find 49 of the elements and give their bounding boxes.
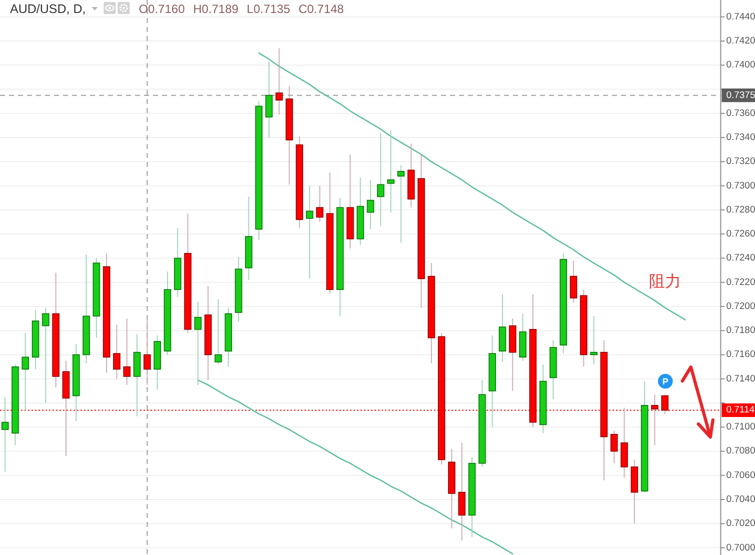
y-tick-label: 0.7400: [726, 60, 755, 71]
y-tick-label: 0.7160: [726, 349, 755, 360]
y-tick-label: 0.7300: [726, 180, 755, 192]
y-tick-label: 0.7340: [726, 132, 755, 144]
candlestick: [377, 132, 384, 226]
candlestick: [214, 298, 222, 365]
y-tick-label: 0.7320: [726, 156, 755, 168]
candlestick: [397, 164, 405, 244]
candlestick: [590, 316, 598, 365]
candlestick: [458, 442, 466, 542]
candlestick: [610, 430, 618, 464]
chart-subtitle: O0.7160 H0.7189 L0.7135 C0.7148: [138, 2, 344, 16]
candlestick: [265, 61, 273, 138]
y-tick-label: 0.7200: [726, 300, 755, 312]
candlestick: [42, 307, 50, 404]
y-tick-label: 0.7260: [726, 228, 755, 240]
y-tick-label: 0.7100: [726, 422, 755, 433]
candlestick: [22, 332, 30, 411]
candlestick: [113, 324, 120, 380]
y-tick-label: 0.7360: [726, 108, 755, 119]
y-tick-label: 0.7000: [726, 542, 755, 554]
line-series: [258, 52, 686, 320]
candlestick: [366, 179, 374, 230]
candlestick: [570, 260, 578, 304]
candlestick: [316, 185, 324, 222]
ref-line-label: 0.7375: [726, 90, 755, 101]
y-tick-label: 0.7180: [726, 325, 755, 336]
y-tick-label: 0.7020: [726, 518, 755, 530]
line-series: [197, 379, 514, 554]
candlestick: [123, 318, 131, 386]
y-tick-label: 0.7080: [726, 446, 755, 457]
y-tick-label: 0.7240: [726, 252, 755, 264]
candlestick: [1, 396, 9, 472]
y-tick-label: 0.7440: [726, 11, 755, 22]
y-tick-label: 0.7060: [726, 470, 755, 481]
candlestick: [306, 185, 314, 280]
annotation: 阻力: [648, 272, 681, 290]
y-tick-label: 0.7420: [726, 36, 755, 47]
y-tick-label: 0.7220: [726, 276, 755, 288]
y-tick-label: 0.7040: [726, 494, 755, 505]
ref-line-label: 0.7114: [726, 404, 755, 416]
candlestick: [144, 319, 151, 386]
candlestick: [275, 48, 283, 116]
candlestick: [194, 301, 202, 386]
annotation: P: [662, 376, 668, 386]
y-tick-label: 0.7140: [726, 373, 755, 384]
y-tick-label: 0.7280: [726, 204, 755, 216]
candlestick: [387, 130, 394, 213]
chart-title: AUD/USD, D,: [10, 2, 86, 16]
